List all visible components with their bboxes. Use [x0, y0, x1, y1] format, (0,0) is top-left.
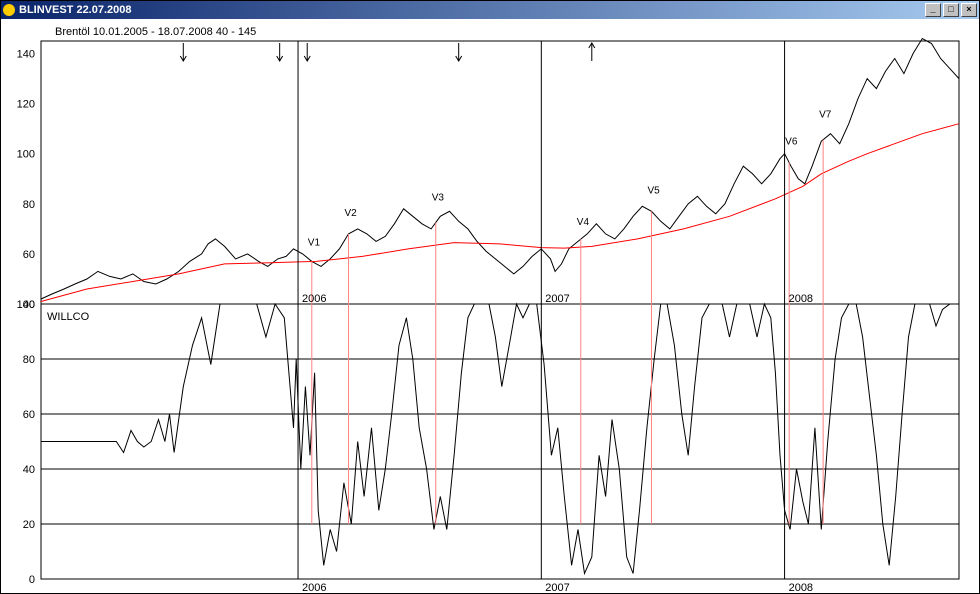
svg-text:V4: V4 [577, 217, 590, 228]
svg-text:WILLCO: WILLCO [47, 311, 90, 323]
svg-text:140: 140 [17, 49, 35, 61]
svg-text:80: 80 [23, 199, 35, 211]
svg-text:100: 100 [17, 149, 35, 161]
svg-text:120: 120 [17, 99, 35, 111]
svg-text:2006: 2006 [302, 293, 326, 305]
svg-text:2008: 2008 [789, 293, 813, 305]
svg-text:2007: 2007 [545, 293, 569, 305]
close-button[interactable]: × [961, 3, 977, 17]
svg-text:2008: 2008 [789, 582, 813, 593]
app-icon [3, 4, 15, 16]
chart-svg: 40 60 80 100 120 140 Brentöl 10.01.2005 - 18.0… [1, 19, 979, 593]
svg-text:60: 60 [23, 249, 35, 261]
minimize-button[interactable]: _ [925, 3, 941, 17]
svg-text:40: 40 [23, 464, 35, 476]
svg-text:V3: V3 [432, 193, 445, 204]
svg-text:60: 60 [23, 409, 35, 421]
window-buttons: _ □ × [925, 3, 977, 17]
chart-area: 40 60 80 100 120 140 Brentöl 10.01.2005 - 18.0… [1, 19, 979, 593]
app-window: BLINVEST 22.07.2008 _ □ × 40 60 80 100 120 14… [0, 0, 980, 594]
svg-text:V5: V5 [647, 185, 660, 196]
titlebar: BLINVEST 22.07.2008 _ □ × [1, 1, 979, 19]
svg-text:80: 80 [23, 354, 35, 366]
maximize-button[interactable]: □ [943, 3, 959, 17]
svg-text:V1: V1 [308, 237, 321, 248]
svg-text:V2: V2 [345, 208, 358, 219]
svg-text:Brentöl 10.01.2005 - 18.07.20: Brentöl 10.01.2005 - 18.07.2008 40 - 145 [55, 26, 256, 38]
svg-text:100: 100 [17, 299, 35, 311]
svg-text:V7: V7 [819, 110, 832, 121]
svg-text:0: 0 [29, 574, 35, 586]
svg-text:V6: V6 [785, 137, 798, 148]
svg-text:20: 20 [23, 519, 35, 531]
svg-text:2006: 2006 [302, 582, 326, 593]
svg-text:2007: 2007 [545, 582, 569, 593]
window-title: BLINVEST 22.07.2008 [19, 4, 925, 16]
